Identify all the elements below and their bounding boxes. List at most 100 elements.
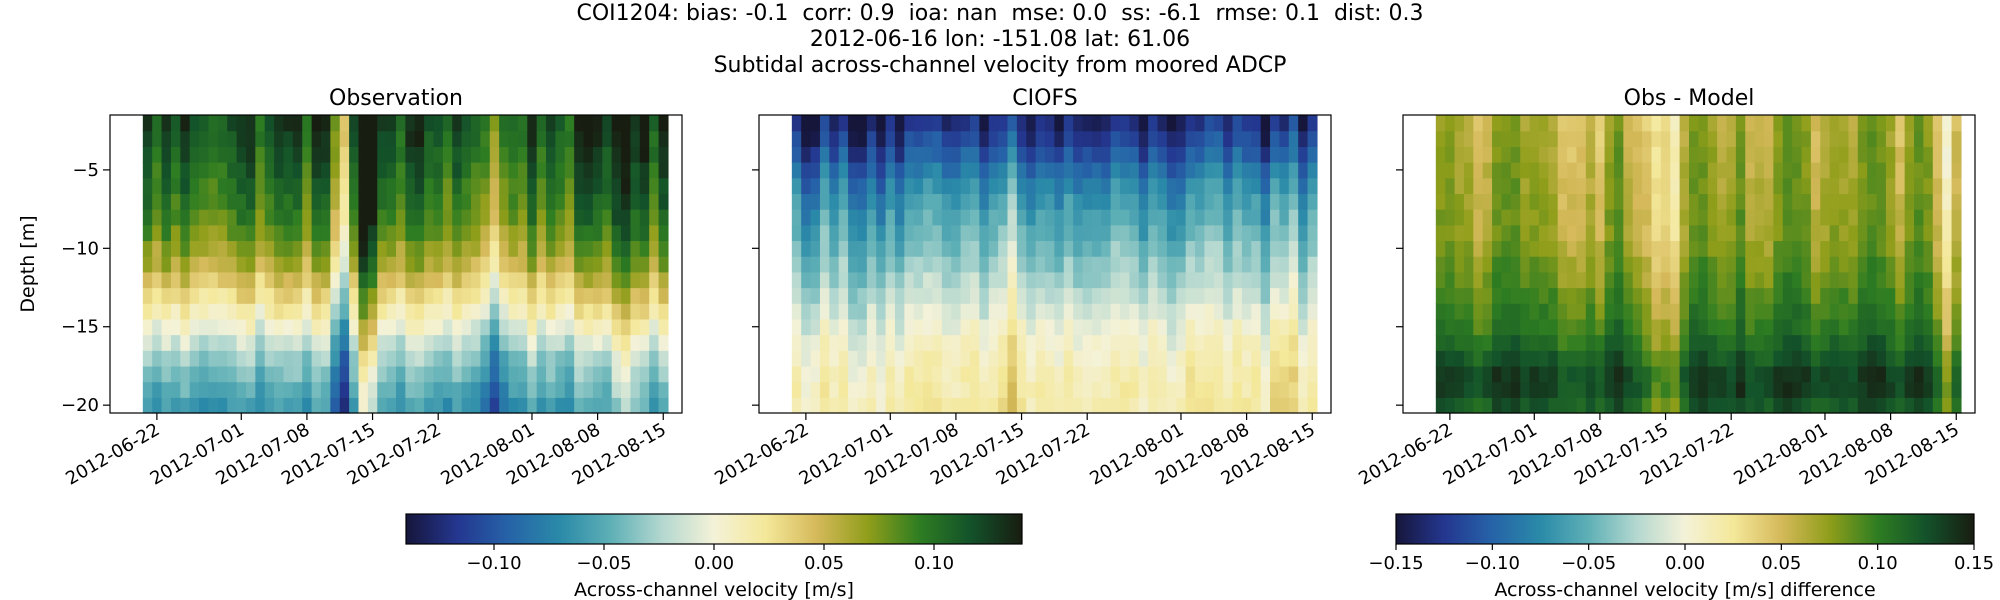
- heat-cell: [311, 256, 322, 273]
- heat-cell: [367, 146, 378, 163]
- heat-cell: [320, 146, 331, 163]
- heat-cell: [932, 381, 943, 398]
- heat-cell: [236, 334, 247, 351]
- heat-cell: [1082, 271, 1093, 289]
- heat-cell: [1867, 350, 1878, 367]
- heat-cell: [283, 287, 294, 304]
- heat-cell: [592, 397, 603, 414]
- heat-cell: [988, 177, 999, 195]
- heat-cell: [1026, 256, 1037, 273]
- heat-cell: [1148, 287, 1159, 304]
- heat-cell: [639, 350, 650, 367]
- heat-cell: [1801, 256, 1812, 273]
- heat-cell: [885, 256, 896, 273]
- heat-cell: [649, 115, 660, 132]
- heat-cell: [489, 224, 500, 242]
- heat-cell: [1754, 271, 1765, 289]
- heat-cell: [320, 287, 331, 304]
- heat-cell: [208, 209, 219, 226]
- heat-cell: [442, 177, 453, 195]
- heat-cell: [208, 271, 219, 289]
- heat-cell: [801, 381, 812, 398]
- heat-cell: [1195, 397, 1206, 414]
- heat-cell: [848, 350, 859, 367]
- heat-cell: [1120, 256, 1130, 273]
- heat-cell: [1241, 318, 1252, 336]
- heat-cell: [932, 177, 943, 195]
- heat-cell: [377, 397, 388, 414]
- heat-cell: [1604, 334, 1615, 351]
- heat-cell: [396, 271, 406, 289]
- heat-cell: [1548, 162, 1559, 179]
- heat-cell: [894, 177, 905, 195]
- heat-cell: [1204, 287, 1215, 304]
- heat-cell: [414, 193, 425, 210]
- heat-cell: [245, 224, 256, 242]
- heat-cell: [1091, 287, 1102, 304]
- heat-cell: [208, 256, 219, 273]
- heat-cell: [236, 193, 247, 210]
- heat-cell: [1473, 365, 1484, 383]
- heat-cell: [801, 397, 812, 414]
- heat-cell: [1595, 193, 1606, 210]
- heat-cell: [311, 334, 322, 351]
- heat-cell: [1176, 146, 1187, 163]
- heat-cell: [1782, 130, 1793, 147]
- heat-cell: [1138, 287, 1149, 304]
- heat-cell: [583, 240, 594, 257]
- heat-cell: [1820, 130, 1831, 147]
- heat-cell: [1307, 271, 1318, 289]
- heat-cell: [1885, 365, 1896, 383]
- heat-cell: [611, 162, 622, 179]
- heat-cell: [499, 318, 510, 336]
- heat-cell: [658, 287, 669, 304]
- heat-cell: [1035, 162, 1046, 179]
- heat-cell: [810, 271, 821, 289]
- heat-cell: [461, 334, 472, 351]
- heat-cell: [1157, 303, 1168, 320]
- heat-cell: [1698, 334, 1709, 351]
- heat-cell: [979, 397, 990, 414]
- heat-cell: [1895, 193, 1906, 210]
- heat-cell: [489, 381, 500, 398]
- heat-cell: [941, 115, 952, 132]
- heat-cell: [838, 271, 849, 289]
- heat-cell: [1670, 224, 1681, 242]
- heat-cell: [592, 365, 603, 383]
- heat-cell: [1914, 365, 1925, 383]
- heat-cell: [217, 271, 228, 289]
- heat-cell: [894, 256, 905, 273]
- heat-cell: [1110, 224, 1121, 242]
- heat-cell: [1867, 162, 1878, 179]
- heat-cell: [320, 177, 331, 195]
- heat-cell: [433, 240, 444, 257]
- heat-cell: [358, 193, 369, 210]
- heat-cell: [1914, 240, 1925, 257]
- heat-cell: [499, 381, 510, 398]
- heat-cell: [1454, 381, 1465, 398]
- heat-cell: [592, 209, 603, 226]
- heat-cell: [1223, 271, 1234, 289]
- heat-cell: [527, 146, 538, 163]
- heat-cell: [829, 303, 840, 320]
- heat-cell: [1689, 381, 1699, 398]
- heat-cell: [923, 240, 934, 257]
- heat-cell: [838, 334, 849, 351]
- heat-cell: [1754, 193, 1765, 210]
- heat-cell: [1670, 146, 1681, 163]
- heat-cell: [1613, 303, 1624, 320]
- heat-cell: [602, 287, 613, 304]
- heat-cell: [471, 146, 481, 163]
- heat-cell: [960, 115, 971, 132]
- heat-cell: [1923, 381, 1934, 398]
- heat-cell: [1016, 256, 1027, 273]
- heat-cell: [1213, 193, 1224, 210]
- heat-cell: [1482, 303, 1493, 320]
- heat-cell: [1782, 256, 1793, 273]
- heat-cell: [630, 240, 641, 257]
- heat-cell: [819, 256, 830, 273]
- heat-cell: [611, 397, 622, 414]
- heat-cell: [1651, 130, 1662, 147]
- heat-cell: [161, 365, 172, 383]
- heat-cell: [1792, 334, 1803, 351]
